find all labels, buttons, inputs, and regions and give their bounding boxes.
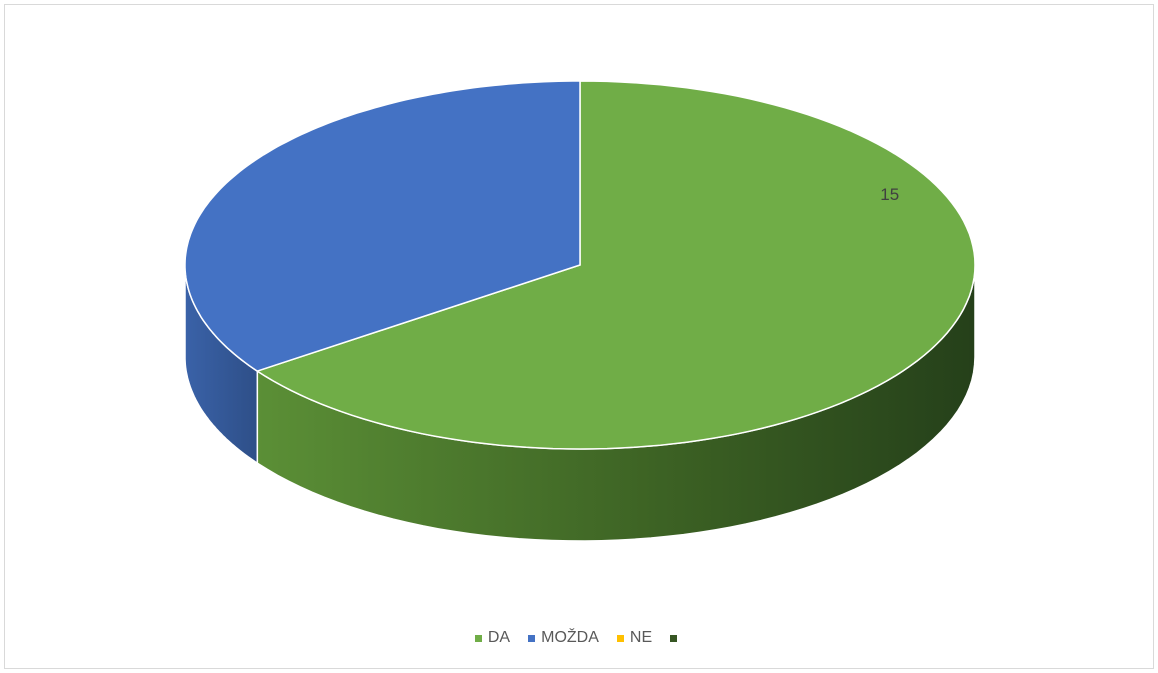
pie-slice-da[interactable] <box>255 80 976 450</box>
legend-item-4[interactable] <box>670 634 683 642</box>
legend-swatch-4 <box>670 634 678 642</box>
legend-label-mozda: MOŽDA <box>541 629 599 646</box>
legend-label-ne: NE <box>629 629 653 646</box>
pie-slice-mozda[interactable] <box>184 80 581 372</box>
legend-label-da: DA <box>487 629 511 646</box>
pie-tops <box>184 80 976 450</box>
legend-swatch-da <box>474 634 482 642</box>
legend-item-da[interactable]: DA <box>474 629 511 647</box>
legend-swatch-ne <box>616 634 624 642</box>
legend-swatch-mozda <box>528 634 536 642</box>
legend-item-mozda[interactable]: MOŽDA <box>528 629 599 647</box>
data-label-da: 15 <box>880 185 899 204</box>
legend: DA MOŽDA NE <box>0 626 1158 650</box>
legend-item-ne[interactable]: NE <box>616 629 653 647</box>
